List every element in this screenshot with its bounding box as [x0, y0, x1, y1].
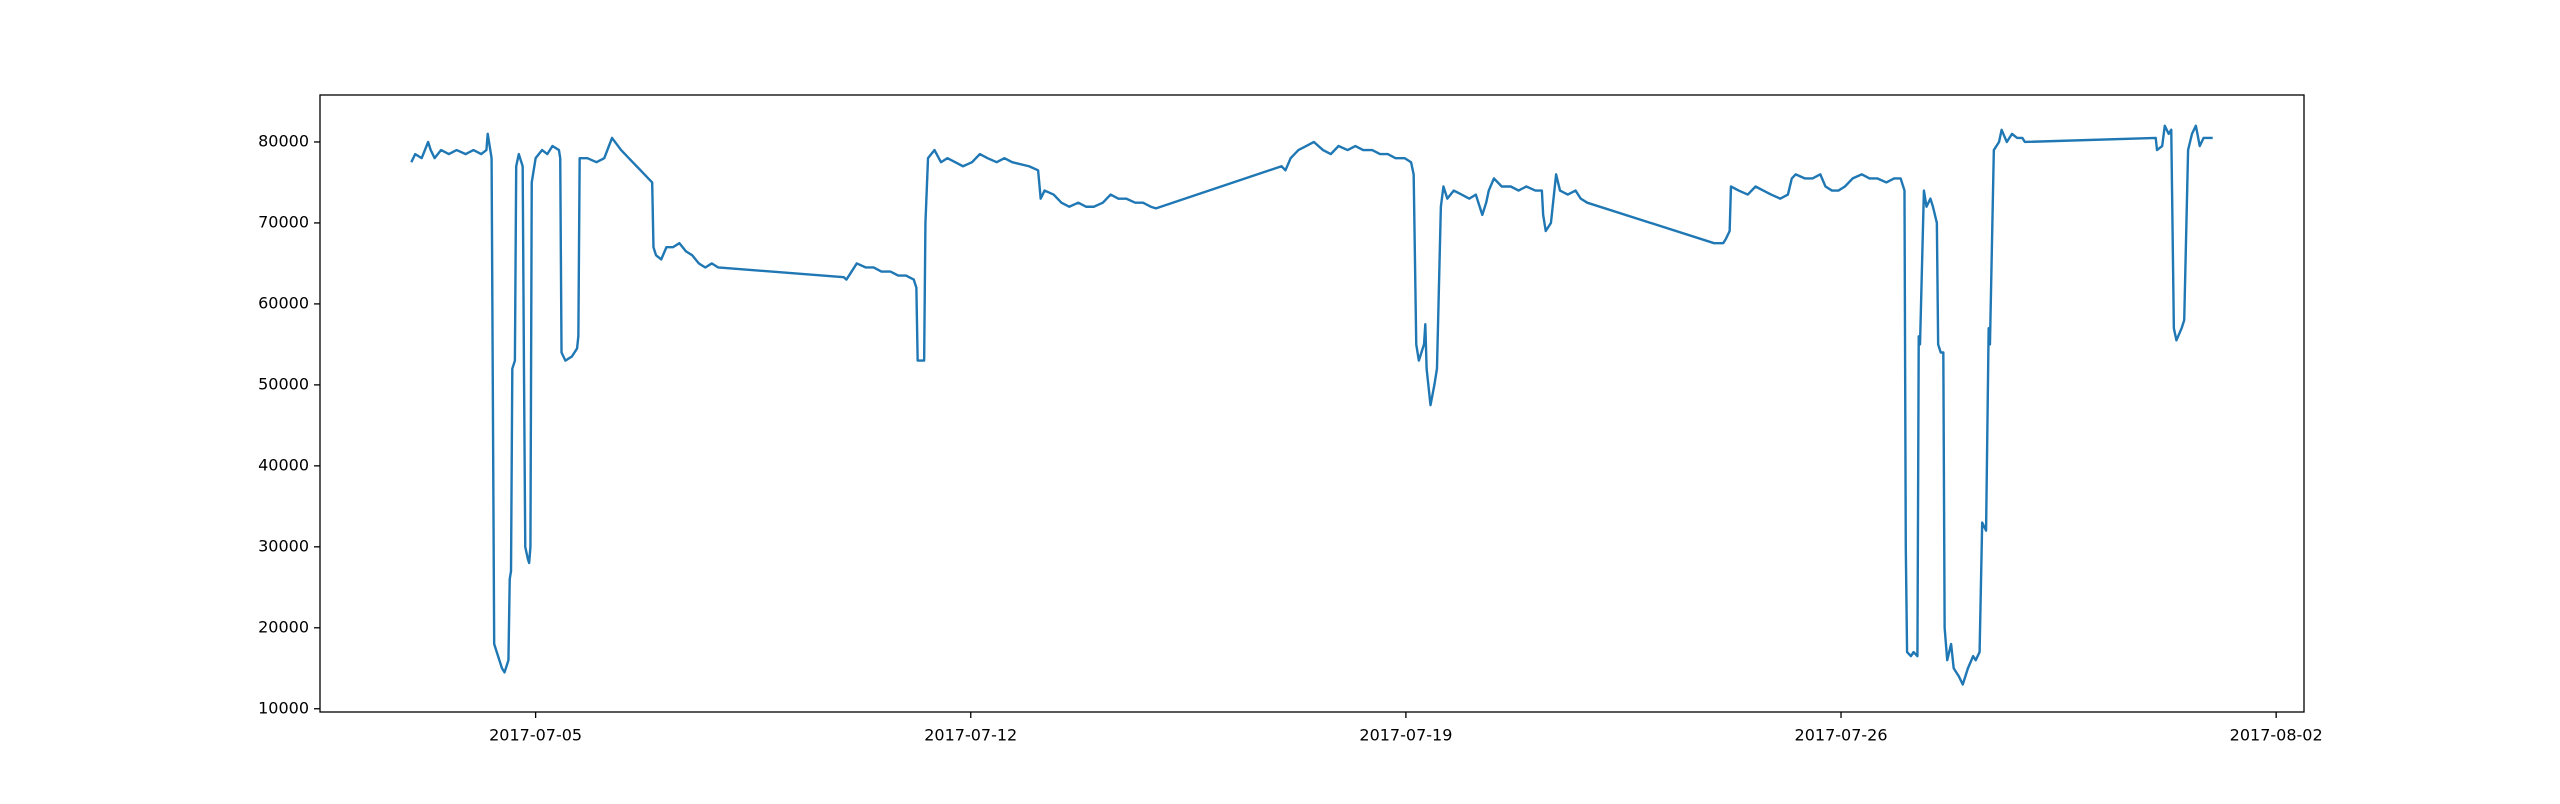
x-tick-label: 2017-07-05	[489, 726, 582, 745]
y-tick-label: 40000	[258, 455, 309, 474]
x-tick-label: 2017-07-26	[1795, 726, 1888, 745]
y-tick-label: 70000	[258, 212, 309, 231]
x-tick-label: 2017-08-02	[2230, 726, 2323, 745]
x-tick-label: 2017-07-12	[924, 726, 1017, 745]
data-line	[410, 124, 2213, 686]
y-tick-label: 60000	[258, 293, 309, 312]
y-tick-label: 80000	[258, 131, 309, 150]
y-tick-label: 30000	[258, 536, 309, 555]
plot-frame	[319, 94, 2305, 713]
y-tick-label: 10000	[258, 698, 309, 717]
y-tick-label: 20000	[258, 617, 309, 636]
y-tick-label: 50000	[258, 374, 309, 393]
x-tick-label: 2017-07-19	[1359, 726, 1452, 745]
